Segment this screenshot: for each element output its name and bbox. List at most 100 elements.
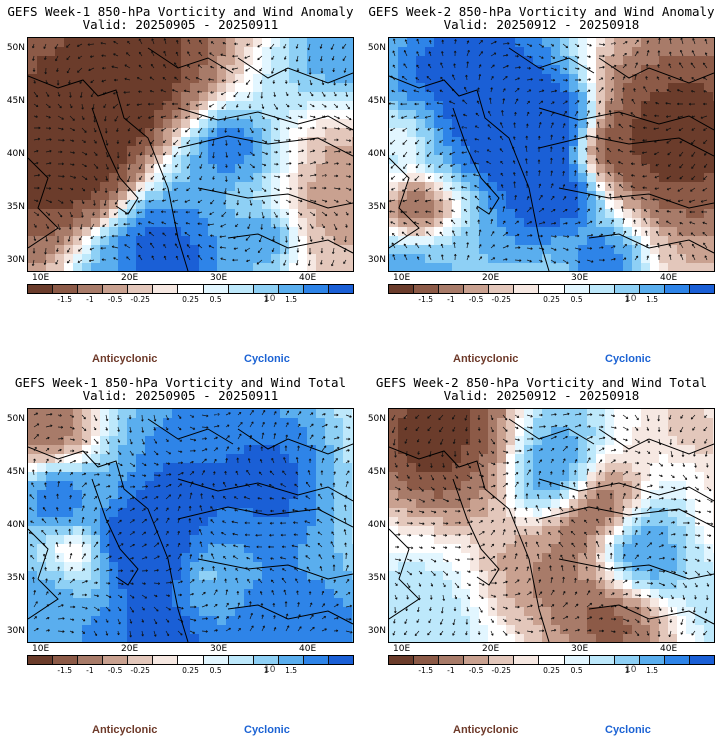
- colorbar-tick-label: -1.5: [418, 295, 434, 304]
- lon-label: 40E: [660, 273, 678, 283]
- cyclonic-label: Cyclonic: [244, 724, 290, 736]
- lat-label: 40N: [367, 520, 386, 530]
- map-panel: GEFS Week-1 850-hPa Vorticity and Wind T…: [0, 371, 361, 742]
- colorbar-multiplier: 10: [264, 665, 276, 675]
- valid-period: Valid: 20250905 - 20250911: [82, 17, 279, 32]
- colorbar-tick-label: -1: [447, 295, 455, 304]
- colorbar-swatch: [689, 656, 715, 664]
- colorbar-swatch: [203, 656, 229, 664]
- cyclonic-label: Cyclonic: [605, 724, 651, 736]
- colorbar-swatch: [303, 285, 329, 293]
- colorbar-swatch: [328, 656, 354, 664]
- map-panel: GEFS Week-2 850-hPa Vorticity and Wind T…: [361, 371, 722, 742]
- panel-title: GEFS Week-1 850-hPa Vorticity and Wind A…: [7, 4, 354, 19]
- colorbar-tick-label: 0.5: [209, 295, 222, 304]
- colorbar-tick-label: -1.5: [57, 666, 73, 675]
- vorticity-map: [388, 408, 715, 643]
- colorbar-tick-label: 1: [624, 295, 630, 304]
- cyclonic-label: Cyclonic: [244, 353, 290, 365]
- colorbar-swatch: [303, 656, 329, 664]
- coastlines: [389, 47, 714, 271]
- colorbar-swatch: [228, 285, 254, 293]
- coastlines: [28, 418, 353, 642]
- lat-label: 50N: [6, 414, 25, 424]
- colorbar-tick-label: 1.5: [285, 295, 298, 304]
- wind-vectors: [28, 409, 353, 638]
- vorticity-map: [27, 408, 354, 643]
- colorbar-swatch: [328, 285, 354, 293]
- lat-label: 45N: [6, 467, 25, 477]
- colorbar-tick-label: 0.5: [570, 666, 583, 675]
- colorbar-tick-label: -0.25: [130, 666, 150, 675]
- panel-title: GEFS Week-2 850-hPa Vorticity and Wind T…: [375, 375, 708, 390]
- lat-label: 30N: [6, 626, 25, 636]
- colorbar-tick-label: -0.25: [491, 295, 511, 304]
- colorbar-swatch: [514, 285, 540, 293]
- lon-label: 30E: [210, 644, 228, 654]
- colorbar-tick-label: 0.25: [182, 666, 199, 675]
- colorbar-swatch: [614, 285, 640, 293]
- colorbar-swatch: [278, 656, 304, 664]
- colorbar-tick-label: 0.25: [543, 666, 560, 675]
- lat-label: 40N: [367, 149, 386, 159]
- lon-label: 20E: [482, 644, 500, 654]
- colorbar-swatch: [278, 285, 304, 293]
- lon-label: 20E: [121, 273, 139, 283]
- lat-label: 45N: [367, 96, 386, 106]
- lat-label: 40N: [6, 149, 25, 159]
- colorbar-tick-label: -1.5: [57, 295, 73, 304]
- colorbar-tick-label: 0.25: [182, 295, 199, 304]
- lon-label: 10E: [393, 273, 411, 283]
- colorbar-swatch: [439, 285, 465, 293]
- vorticity-field: [28, 38, 353, 271]
- colorbar-multiplier: 10: [625, 294, 637, 304]
- colorbar-tick-label: 0.25: [543, 295, 560, 304]
- map-canvas: [389, 38, 714, 271]
- colorbar-swatch: [589, 656, 615, 664]
- colorbar-swatch: [564, 656, 590, 664]
- coastlines: [28, 47, 353, 271]
- colorbar-swatch: [103, 656, 129, 664]
- lat-label: 50N: [367, 414, 386, 424]
- colorbar-tick-label: 1: [263, 295, 269, 304]
- colorbar-multiplier: 10: [625, 665, 637, 675]
- colorbar-swatch: [439, 656, 465, 664]
- colorbar-swatch: [53, 285, 79, 293]
- colorbar-swatch: [664, 656, 690, 664]
- panel-title: GEFS Week-2 850-hPa Vorticity and Wind A…: [368, 4, 715, 19]
- lat-label: 40N: [6, 520, 25, 530]
- colorbar-swatch: [539, 656, 565, 664]
- colorbar-tick-label: -0.5: [107, 295, 123, 304]
- lon-label: 20E: [121, 644, 139, 654]
- colorbar-swatch: [128, 285, 154, 293]
- lat-label: 35N: [6, 573, 25, 583]
- lon-label: 10E: [32, 273, 50, 283]
- colorbar-swatch: [664, 285, 690, 293]
- map-canvas: [389, 409, 714, 642]
- colorbar-tick-label: -0.5: [107, 666, 123, 675]
- colorbar: [388, 284, 715, 294]
- colorbar-swatch: [28, 656, 54, 664]
- colorbar-swatch: [178, 656, 204, 664]
- colorbar-tick-label: -0.25: [130, 295, 150, 304]
- lat-label: 35N: [6, 202, 25, 212]
- lat-label: 50N: [6, 43, 25, 53]
- colorbar-tick-label: -0.5: [468, 295, 484, 304]
- lat-label: 35N: [367, 202, 386, 212]
- colorbar-swatch: [414, 285, 440, 293]
- map-canvas: [28, 409, 353, 642]
- lon-label: 30E: [571, 644, 589, 654]
- colorbar-swatch: [178, 285, 204, 293]
- coastlines: [389, 418, 714, 642]
- vorticity-field: [28, 409, 353, 642]
- colorbar-swatch: [589, 285, 615, 293]
- colorbar-tick-label: 1.5: [646, 295, 659, 304]
- colorbar-tick-label: 1.5: [285, 666, 298, 675]
- lat-label: 45N: [367, 467, 386, 477]
- colorbar-swatch: [253, 656, 279, 664]
- lon-label: 40E: [660, 644, 678, 654]
- colorbar-swatch: [28, 285, 54, 293]
- colorbar: [388, 655, 715, 665]
- colorbar-swatch: [153, 285, 179, 293]
- vorticity-map: [388, 37, 715, 272]
